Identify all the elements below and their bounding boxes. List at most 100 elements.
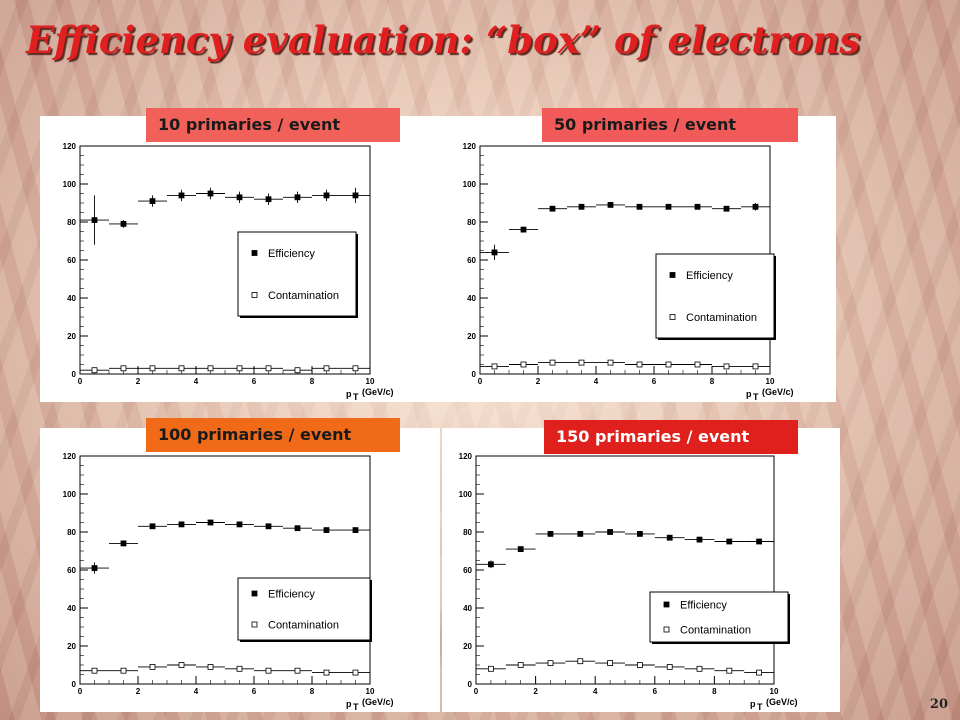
legend-shadow — [774, 256, 776, 340]
efficiency-point — [352, 527, 359, 533]
contamination-point — [665, 361, 672, 368]
panel-label-150-primaries: 150 primaries / event — [544, 420, 798, 454]
x-tick-label: 2 — [536, 377, 541, 386]
x-tick-label: 0 — [78, 377, 83, 386]
contamination-point — [352, 669, 359, 676]
contamination-point — [178, 365, 185, 372]
contamination-point — [577, 658, 584, 665]
x-tick-label: 4 — [194, 687, 199, 696]
legend-marker-contamination — [251, 292, 258, 298]
plot-svg: 0 20 40 60 80 100 120 0 2 4 6 8 10 p T (GeV/c) Efficienc… — [63, 452, 394, 712]
contamination-point — [294, 667, 301, 674]
legend-box — [655, 253, 775, 339]
efficiency-point — [547, 531, 554, 537]
panel-label-10-primaries: 10 primaries / event — [146, 108, 400, 142]
plot-svg: 0 20 40 60 80 100 120 0 2 4 6 8 10 p T (GeV/c) Efficienc… — [459, 452, 798, 712]
contamination-point — [547, 660, 554, 667]
efficiency-point — [265, 523, 272, 530]
y-tick-label: 60 — [467, 256, 476, 265]
legend-marker-contamination — [251, 621, 258, 628]
contamination-point — [294, 367, 301, 374]
legend-shadow — [240, 640, 372, 642]
x-axis-label-subscript: T — [353, 702, 359, 712]
legend-shadow — [240, 316, 358, 318]
legend-marker-efficiency — [663, 601, 670, 608]
efficiency-point — [265, 196, 272, 203]
contamination-point — [120, 667, 127, 674]
x-axis-unit: (GeV/c) — [762, 387, 794, 397]
contamination-point — [236, 365, 243, 372]
x-tick-label: 4 — [594, 377, 599, 386]
y-tick-label: 60 — [463, 566, 472, 575]
x-tick-label: 4 — [194, 377, 199, 386]
efficiency-point — [352, 192, 359, 199]
panel-label-50-primaries: 50 primaries / event — [542, 108, 798, 142]
efficiency-point — [636, 203, 643, 210]
x-tick-label: 8 — [710, 377, 715, 386]
plot-svg: 0 20 40 60 80 100 120 0 2 4 6 8 10 p T (GeV/c) Efficienc… — [463, 142, 794, 402]
contamination-point — [549, 359, 556, 366]
efficiency-point — [666, 534, 673, 541]
y-tick-label: 120 — [459, 452, 473, 461]
legend-label-efficiency: Efficiency — [680, 600, 727, 612]
efficiency-point — [294, 525, 301, 532]
legend-shadow — [370, 580, 372, 642]
y-tick-label: 40 — [467, 294, 476, 303]
contamination-point — [726, 667, 733, 674]
efficiency-point — [752, 203, 759, 210]
y-tick-label: 40 — [67, 294, 76, 303]
contamination-point — [91, 367, 98, 374]
x-axis-unit: (GeV/c) — [362, 387, 394, 397]
x-tick-label: 6 — [652, 377, 657, 386]
x-axis-label: p — [346, 699, 352, 709]
y-tick-label: 80 — [463, 528, 472, 537]
legend-label-contamination: Contamination — [268, 290, 339, 302]
contamination-point — [666, 663, 673, 670]
efficiency-point — [207, 519, 214, 526]
efficiency-point — [636, 531, 643, 537]
y-tick-label: 120 — [463, 142, 477, 151]
efficiency-point — [236, 521, 243, 528]
efficiency-point — [607, 529, 614, 535]
efficiency-point — [577, 531, 584, 537]
x-axis-label: p — [750, 699, 756, 709]
efficiency-point — [723, 205, 730, 212]
efficiency-point — [694, 203, 701, 210]
x-axis-label-subscript: T — [353, 392, 359, 402]
x-tick-label: 6 — [252, 377, 257, 386]
contamination-point — [488, 665, 494, 672]
y-tick-label: 100 — [459, 490, 473, 499]
efficiency-point — [149, 523, 156, 530]
y-tick-label: 100 — [63, 490, 77, 499]
slide-title: Efficiency evaluation: “box” of electron… — [26, 18, 861, 62]
contamination-point — [517, 662, 524, 668]
efficiency-point — [517, 546, 524, 552]
efficiency-point — [91, 565, 98, 572]
y-tick-label: 60 — [67, 566, 76, 575]
x-tick-label: 0 — [478, 377, 483, 386]
y-tick-label: 0 — [468, 680, 473, 689]
legend-label-efficiency: Efficiency — [268, 589, 315, 601]
efficiency-point — [149, 198, 156, 204]
efficiency-point — [294, 194, 301, 201]
plot-panel-100-primaries: 0 20 40 60 80 100 120 0 2 4 6 8 10 p T (GeV/c) Efficienc… — [40, 428, 440, 712]
efficiency-point — [578, 203, 585, 210]
legend-shadow — [788, 594, 790, 644]
efficiency-point — [696, 536, 703, 543]
legend-shadow — [658, 338, 776, 340]
x-tick-label: 10 — [766, 377, 775, 386]
slide-number: 20 — [929, 697, 948, 712]
x-tick-label: 4 — [593, 687, 598, 696]
contamination-point — [178, 662, 185, 668]
efficiency-point — [756, 538, 763, 545]
y-tick-label: 100 — [463, 180, 477, 189]
contamination-point — [149, 663, 156, 670]
x-tick-label: 10 — [366, 377, 375, 386]
contamination-point — [756, 669, 763, 676]
x-tick-label: 6 — [252, 687, 257, 696]
x-tick-label: 8 — [310, 377, 315, 386]
x-tick-label: 0 — [474, 687, 479, 696]
x-tick-label: 6 — [653, 687, 658, 696]
contamination-point — [323, 365, 330, 372]
contamination-point — [696, 665, 703, 672]
